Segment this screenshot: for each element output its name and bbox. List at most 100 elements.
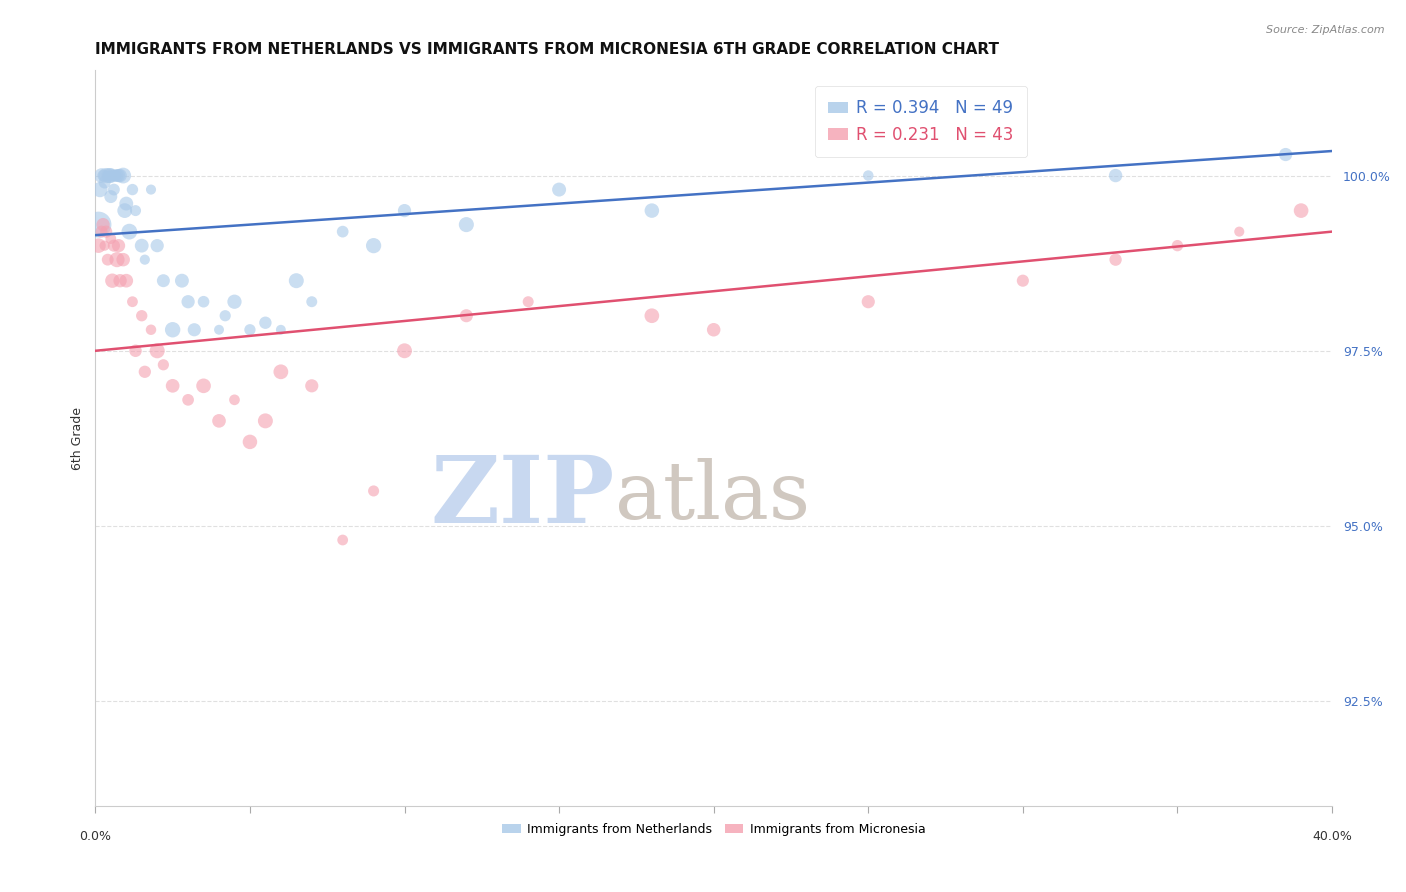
Point: [87, 238, 110, 252]
Point: [124, 343, 146, 358]
Point: [641, 309, 664, 323]
Point: [641, 203, 664, 218]
Point: [98, 169, 121, 183]
Text: Source: ZipAtlas.com: Source: ZipAtlas.com: [1267, 25, 1385, 35]
Point: [103, 238, 125, 252]
Point: [91, 218, 114, 232]
Point: [121, 183, 143, 197]
Point: [285, 274, 308, 288]
Point: [139, 183, 162, 197]
Point: [177, 392, 200, 407]
Point: [131, 238, 153, 252]
Point: [1166, 238, 1188, 252]
Point: [224, 294, 246, 309]
Point: [90, 225, 112, 239]
Point: [254, 414, 277, 428]
Point: [93, 238, 115, 252]
Point: [394, 203, 416, 218]
Point: [208, 323, 231, 337]
Point: [112, 169, 135, 183]
Point: [703, 323, 725, 337]
Point: [517, 294, 540, 309]
Point: [208, 414, 231, 428]
Point: [131, 309, 153, 323]
Point: [214, 309, 236, 323]
Point: [363, 483, 385, 498]
Point: [114, 203, 136, 218]
Point: [107, 169, 129, 183]
Point: [193, 294, 215, 309]
Point: [301, 294, 323, 309]
Point: [394, 343, 416, 358]
Point: [162, 379, 184, 393]
Point: [121, 294, 143, 309]
Text: 40.0%: 40.0%: [1312, 830, 1353, 843]
Point: [170, 274, 193, 288]
Point: [270, 323, 292, 337]
Point: [87, 218, 110, 232]
Point: [96, 225, 118, 239]
Point: [96, 169, 118, 183]
Point: [107, 238, 129, 252]
Point: [1104, 169, 1126, 183]
Point: [89, 183, 111, 197]
Point: [332, 533, 354, 547]
Point: [152, 274, 174, 288]
Point: [858, 169, 880, 183]
Text: IMMIGRANTS FROM NETHERLANDS VS IMMIGRANTS FROM MICRONESIA 6TH GRADE CORRELATION : IMMIGRANTS FROM NETHERLANDS VS IMMIGRANT…: [96, 42, 1000, 57]
Point: [254, 316, 277, 330]
Point: [1289, 203, 1312, 218]
Point: [103, 183, 125, 197]
Point: [1104, 252, 1126, 267]
Point: [548, 183, 571, 197]
Point: [162, 323, 184, 337]
Point: [108, 274, 131, 288]
Point: [177, 294, 200, 309]
Point: [183, 323, 205, 337]
Point: [112, 252, 135, 267]
Point: [115, 196, 138, 211]
Point: [118, 225, 141, 239]
Point: [100, 189, 122, 203]
Point: [91, 169, 114, 183]
Point: [105, 169, 128, 183]
Point: [1274, 147, 1296, 161]
Point: [97, 169, 120, 183]
Point: [101, 274, 124, 288]
Point: [270, 365, 292, 379]
Legend: Immigrants from Netherlands, Immigrants from Micronesia: Immigrants from Netherlands, Immigrants …: [498, 818, 931, 840]
Point: [100, 232, 122, 246]
Point: [101, 169, 124, 183]
Point: [124, 203, 146, 218]
Point: [456, 309, 478, 323]
Point: [152, 358, 174, 372]
Point: [224, 392, 246, 407]
Point: [332, 225, 354, 239]
Point: [115, 274, 138, 288]
Text: atlas: atlas: [614, 458, 810, 536]
Point: [105, 252, 128, 267]
Point: [146, 238, 169, 252]
Point: [134, 365, 156, 379]
Point: [93, 176, 115, 190]
Point: [108, 169, 131, 183]
Point: [90, 169, 112, 183]
Y-axis label: 6th Grade: 6th Grade: [72, 407, 84, 470]
Point: [858, 294, 880, 309]
Point: [1011, 274, 1033, 288]
Point: [134, 252, 156, 267]
Point: [239, 323, 262, 337]
Point: [456, 218, 478, 232]
Point: [146, 343, 169, 358]
Point: [1227, 225, 1250, 239]
Point: [239, 434, 262, 449]
Point: [193, 379, 215, 393]
Point: [363, 238, 385, 252]
Point: [100, 169, 122, 183]
Point: [139, 323, 162, 337]
Point: [301, 379, 323, 393]
Text: 0.0%: 0.0%: [79, 830, 111, 843]
Point: [104, 169, 127, 183]
Point: [97, 252, 120, 267]
Text: ZIP: ZIP: [430, 452, 614, 542]
